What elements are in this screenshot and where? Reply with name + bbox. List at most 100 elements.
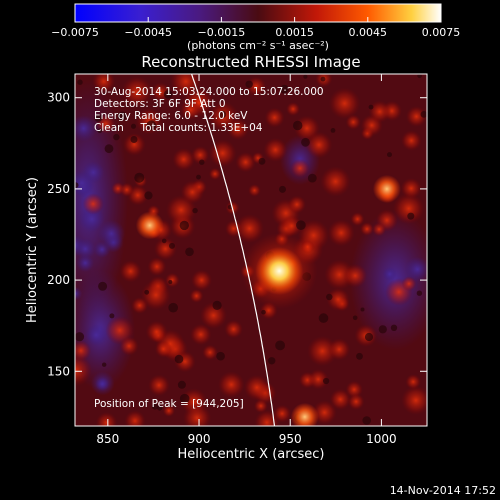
texture-hole [77,79,83,85]
texture-blob [328,87,361,120]
texture-blob [401,276,417,292]
texture-hole [113,133,120,141]
texture-blob [154,340,173,358]
y-tick-label: 150 [47,364,70,378]
y-axis-ticks: 150 200 250 300 [47,91,427,378]
solar-limb-arc [190,74,276,426]
texture-hole [151,403,159,410]
y-tick-label: 300 [47,91,70,105]
texture-blob [225,220,243,238]
colorbar-frame [74,3,442,23]
texture-hole [199,159,205,165]
texture-blob [320,166,351,197]
colorbar-ticks: −0.0075 −0.0045 −0.0015 0.0015 0.0045 0.0075 [51,17,460,39]
texture-blob [75,354,92,387]
annotation-energy-range: Energy Range: 6.0 - 12.0 keV [94,110,248,122]
texture-blob [308,369,329,390]
texture-blob [166,194,197,226]
texture-hole [161,238,167,244]
texture-hole [102,362,107,367]
texture-blob [305,131,333,159]
texture-blob [75,115,97,142]
texture-hole [168,302,178,313]
texture-blob [227,118,249,140]
texture-hole [320,76,326,82]
texture-blob [218,371,245,398]
texture-hole [280,84,289,94]
colorbar-tick-label: 0.0045 [349,26,388,39]
texture-hole [362,416,372,425]
y-axis-label: Heliocentric Y (arcsec) [25,177,40,323]
texture-blob [290,158,310,178]
texture-blob [327,219,355,247]
texture-blob [119,182,134,197]
chart-title: Reconstructed RHESSI Image [141,53,360,71]
texture-blob [76,254,94,272]
texture-hole [387,152,392,158]
texture-blob [172,148,195,171]
texture-hole [163,89,173,99]
texture-blob [180,99,201,120]
texture-blob [347,393,365,410]
texture-hole [212,300,222,310]
texture-blob [75,286,83,301]
texture-hole [109,313,115,319]
texture-hole [390,324,398,331]
texture-blob [92,74,116,93]
texture-blob [248,184,261,197]
texture-blob [202,344,218,361]
peak-source [255,246,304,295]
texture-hole [293,120,303,131]
texture-hole [179,220,189,231]
x-tick-label: 900 [188,432,211,446]
x-tick-label: 1000 [366,432,397,446]
texture-hole [296,220,306,230]
texture-blob [263,137,288,162]
texture-blob [208,139,237,167]
colorbar-tick-label: 0.0075 [422,26,461,39]
texture-hole [245,80,253,89]
texture-hole [185,247,194,257]
texture-hole [352,315,358,321]
texture-blob [224,320,243,339]
texture-blob [105,315,135,345]
texture-hole [356,352,363,360]
x-axis-label: Heliocentric X (arcsec) [178,447,325,462]
texture-hole [192,207,198,214]
texture-blob [393,193,425,225]
colorbar-gradient [75,4,441,22]
colorbar: −0.0075 −0.0045 −0.0015 0.0015 0.0045 0.0075 … [51,3,460,52]
texture-hole [318,313,329,323]
texture-hole [216,351,225,361]
texture-blob [404,256,427,282]
texture-blob [254,399,268,413]
texture-hole [98,281,108,291]
texture-hole [258,157,266,165]
colorbar-tick-label: 0.0015 [275,26,314,39]
texture-blob [75,340,92,361]
heatmap-image [75,74,427,426]
texture-blob [95,412,118,426]
texture-blob [401,385,427,415]
texture-hole [416,290,423,296]
texture-blob [191,269,213,291]
annotation-detectors: Detectors: 3F 6F 9F Att 0 [94,98,226,110]
texture-hole [75,182,79,189]
secondary-source [135,211,164,240]
texture-blob [406,106,427,127]
texture-blob [189,289,204,303]
annotation-block: 30-Aug-2014 15:03:24.000 to 15:07:26.000… [94,86,324,410]
y-tick-label: 250 [47,182,70,196]
texture-blob [350,212,365,227]
texture-hole [268,357,276,365]
texture-hole [97,128,103,134]
x-axis-ticks: 850 900 950 1000 [96,74,397,446]
annotation-clean-counts: Clean Total counts: 1.33E+04 [94,122,263,134]
texture-hole [131,123,136,129]
texture-blob [183,403,212,426]
texture-blob [360,222,374,236]
texture-blob [372,222,386,237]
texture-hole [407,212,415,220]
peak-position-label: Position of Peak = [944,205] [94,398,244,410]
